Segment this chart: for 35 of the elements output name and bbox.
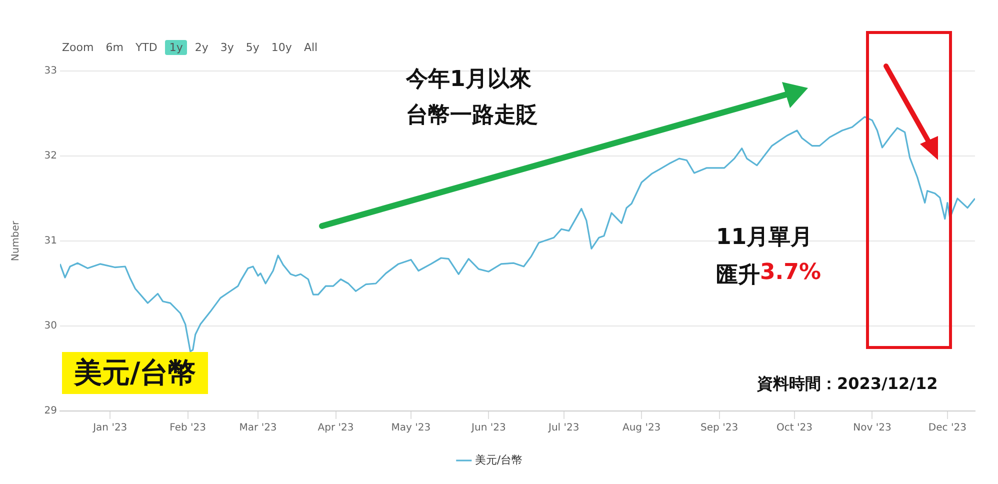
legend-label: 美元/台幣	[474, 453, 523, 466]
annotation: 11月單月	[716, 224, 813, 252]
y-tick-label: 32	[44, 150, 57, 162]
y-tick-label: 31	[44, 236, 57, 247]
x-tick-label: Jan '23	[92, 422, 128, 434]
x-tick-label: May '23	[391, 422, 431, 434]
annotation: 3.7%	[760, 260, 822, 287]
text: Zoom	[61, 40, 95, 55]
x-tick-label: Nov '23	[853, 422, 892, 434]
x-tick-label: Jul '23	[548, 422, 580, 434]
x-tick-label: Aug '23	[622, 422, 661, 434]
text: 1y	[165, 40, 187, 55]
y-tick-label: 30	[44, 320, 57, 332]
x-tick-label: Jun '23	[470, 422, 506, 434]
text: 2y	[194, 40, 210, 55]
x-tick-label: Oct '23	[776, 422, 812, 434]
text: 6m	[104, 40, 124, 55]
x-tick-label: Apr '23	[318, 422, 354, 434]
text: 3y	[219, 40, 235, 55]
x-tick-label: Dec '23	[928, 422, 966, 434]
annotation: 今年1月以來	[406, 66, 532, 94]
y-tick-label: 33	[44, 66, 57, 77]
text: All	[302, 40, 319, 55]
annotation: 資料時間：2023/12/12	[757, 374, 938, 395]
annotation: 匯升	[716, 262, 760, 290]
text: YTD	[134, 40, 158, 55]
text: 10y	[270, 40, 293, 55]
x-tick-label: Feb '23	[170, 422, 206, 434]
text: 美元/台幣	[62, 352, 208, 394]
y-axis-title: Number	[10, 220, 22, 262]
x-tick-label: Sep '23	[700, 422, 738, 434]
x-tick-label: Mar '23	[239, 422, 277, 434]
y-tick-label: 29	[44, 406, 57, 417]
text: 5y	[244, 40, 260, 55]
annotation: 台幣一路走貶	[406, 102, 538, 130]
